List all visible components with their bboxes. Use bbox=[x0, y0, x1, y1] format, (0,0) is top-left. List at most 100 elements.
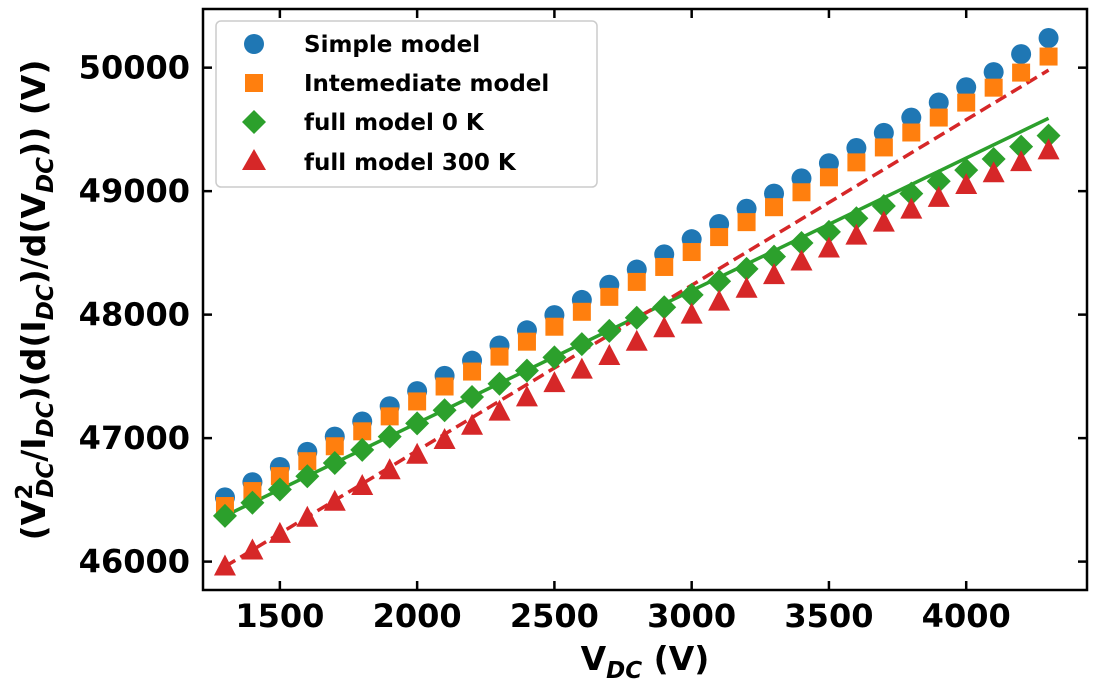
point-full-model-0k bbox=[267, 477, 292, 502]
point-full-model-0k bbox=[322, 451, 347, 476]
point-full-model-300k bbox=[296, 505, 319, 527]
point-full-model-0k bbox=[432, 398, 457, 423]
y-tick-label: 46000 bbox=[79, 543, 190, 581]
point-full-model-0k bbox=[487, 371, 512, 396]
y-axis: 46000 47000 48000 49000 50000 bbox=[79, 49, 1087, 581]
point-full-model-0k bbox=[295, 464, 320, 489]
y-tick-label: 48000 bbox=[79, 296, 190, 334]
point-full-model-0k bbox=[762, 244, 787, 269]
point-intemediate-model bbox=[545, 317, 564, 336]
point-intemediate-model bbox=[957, 93, 976, 112]
point-intemediate-model bbox=[270, 467, 289, 486]
point-intemediate-model bbox=[765, 198, 784, 217]
x-axis: 1500 2000 2500 3000 3500 4000 bbox=[235, 9, 1011, 635]
point-full-model-300k bbox=[241, 538, 264, 560]
legend: Simple model Intemediate model full mode… bbox=[215, 20, 598, 188]
x-axis-title: VDC (V) bbox=[581, 639, 710, 681]
point-full-model-300k bbox=[982, 161, 1005, 183]
x-tick-label: 2500 bbox=[510, 597, 599, 635]
point-full-model-300k bbox=[790, 249, 813, 271]
data-points bbox=[212, 28, 1061, 576]
point-full-model-300k bbox=[735, 276, 758, 298]
point-full-model-300k bbox=[268, 521, 291, 543]
point-simple-model bbox=[928, 92, 949, 113]
point-full-model-0k bbox=[1009, 134, 1034, 159]
point-full-model-0k bbox=[405, 411, 430, 436]
y-tick-label: 49000 bbox=[79, 172, 190, 210]
point-full-model-0k bbox=[377, 424, 402, 449]
point-full-model-0k bbox=[597, 318, 622, 343]
point-full-model-0k bbox=[212, 503, 237, 528]
point-intemediate-model bbox=[600, 287, 619, 306]
point-full-model-300k bbox=[872, 210, 895, 232]
point-intemediate-model bbox=[792, 183, 811, 202]
point-full-model-0k bbox=[514, 358, 539, 383]
point-full-model-0k bbox=[789, 231, 814, 256]
point-intemediate-model bbox=[655, 257, 674, 276]
y-tick-label: 47000 bbox=[79, 419, 190, 457]
point-full-model-0k bbox=[542, 345, 567, 370]
point-intemediate-model bbox=[1012, 63, 1031, 82]
legend-marker-full-model-300k bbox=[242, 149, 266, 170]
point-full-model-0k bbox=[679, 282, 704, 307]
point-full-model-0k bbox=[734, 256, 759, 281]
point-full-model-300k bbox=[955, 172, 978, 194]
point-intemediate-model bbox=[819, 168, 838, 187]
point-intemediate-model bbox=[847, 153, 866, 172]
point-full-model-300k bbox=[927, 185, 950, 207]
point-intemediate-model bbox=[380, 407, 399, 426]
point-full-model-0k bbox=[899, 181, 924, 206]
point-full-model-0k bbox=[954, 158, 979, 183]
point-intemediate-model bbox=[463, 362, 482, 381]
point-full-model-300k bbox=[351, 474, 374, 496]
point-full-model-300k bbox=[708, 289, 731, 311]
point-intemediate-model bbox=[517, 332, 536, 351]
point-intemediate-model bbox=[737, 213, 756, 232]
legend-label-full-model-0k: full model 0 K bbox=[304, 110, 485, 136]
point-full-model-300k bbox=[323, 489, 346, 511]
point-full-model-0k bbox=[569, 332, 594, 357]
point-intemediate-model bbox=[874, 138, 893, 157]
point-simple-model bbox=[901, 107, 922, 128]
point-full-model-300k bbox=[598, 343, 621, 365]
point-simple-model bbox=[1011, 44, 1032, 65]
x-tick-label: 2000 bbox=[373, 597, 462, 635]
legend-label-intemediate-model: Intemediate model bbox=[304, 71, 549, 97]
legend-label-full-model-300k: full model 300 K bbox=[304, 150, 517, 176]
point-full-model-0k bbox=[624, 305, 649, 330]
point-full-model-300k bbox=[763, 263, 786, 285]
point-full-model-300k bbox=[1010, 150, 1033, 172]
legend-frame bbox=[215, 20, 598, 188]
point-intemediate-model bbox=[490, 347, 509, 366]
point-simple-model bbox=[818, 153, 839, 174]
point-intemediate-model bbox=[1039, 47, 1058, 66]
point-full-model-300k bbox=[406, 442, 429, 464]
point-simple-model bbox=[1038, 28, 1059, 49]
point-intemediate-model bbox=[572, 302, 591, 321]
point-full-model-0k bbox=[1036, 123, 1061, 148]
point-intemediate-model bbox=[710, 228, 729, 247]
point-simple-model bbox=[956, 77, 977, 98]
y-tick-label: 50000 bbox=[79, 49, 190, 87]
x-tick-label: 4000 bbox=[922, 597, 1011, 635]
point-full-model-300k bbox=[625, 329, 648, 351]
fit-line-full-model-300k bbox=[224, 68, 1050, 569]
x-tick-label: 1500 bbox=[235, 597, 324, 635]
point-intemediate-model bbox=[353, 422, 372, 441]
point-simple-model bbox=[983, 62, 1004, 83]
point-intemediate-model bbox=[435, 377, 454, 396]
point-intemediate-model bbox=[627, 272, 646, 291]
point-full-model-300k bbox=[433, 427, 456, 449]
point-intemediate-model bbox=[408, 392, 427, 411]
point-full-model-300k bbox=[680, 302, 703, 324]
point-full-model-300k bbox=[543, 371, 566, 393]
point-full-model-300k bbox=[488, 399, 511, 421]
point-full-model-0k bbox=[844, 206, 869, 231]
point-full-model-0k bbox=[240, 490, 265, 515]
point-intemediate-model bbox=[984, 78, 1003, 97]
point-full-model-300k bbox=[515, 385, 538, 407]
point-simple-model bbox=[873, 122, 894, 143]
x-tick-label: 3500 bbox=[784, 597, 873, 635]
point-full-model-0k bbox=[981, 147, 1006, 172]
